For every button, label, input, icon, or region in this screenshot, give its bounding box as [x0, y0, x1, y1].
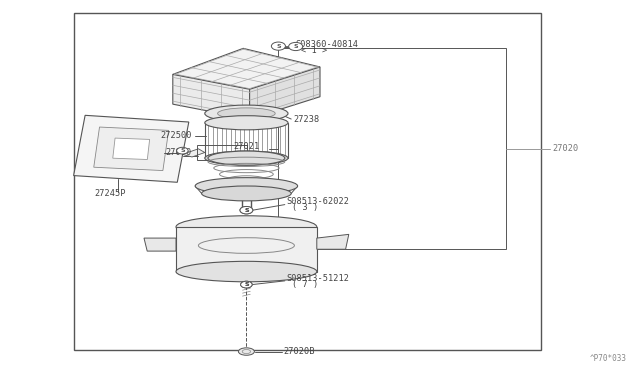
- Text: S: S: [244, 282, 249, 287]
- Text: 27070: 27070: [165, 148, 191, 157]
- Ellipse shape: [202, 186, 291, 201]
- Circle shape: [241, 281, 252, 288]
- Text: S: S: [244, 282, 249, 287]
- Ellipse shape: [176, 261, 317, 282]
- Polygon shape: [250, 67, 320, 119]
- Polygon shape: [93, 127, 169, 170]
- Ellipse shape: [205, 105, 288, 122]
- Polygon shape: [173, 48, 320, 89]
- Polygon shape: [144, 238, 176, 251]
- Ellipse shape: [218, 108, 275, 119]
- Text: ( 7 ): ( 7 ): [292, 280, 319, 289]
- Ellipse shape: [205, 151, 288, 165]
- Text: S: S: [276, 44, 281, 49]
- Text: ^P70*033: ^P70*033: [590, 354, 627, 363]
- Text: S08513-62022: S08513-62022: [286, 198, 349, 206]
- Text: S08513-51212: S08513-51212: [286, 274, 349, 283]
- Text: 27245P: 27245P: [95, 189, 126, 198]
- Ellipse shape: [205, 116, 288, 130]
- Text: 27021: 27021: [234, 142, 260, 151]
- Text: S08360-40814: S08360-40814: [296, 40, 358, 49]
- Text: 27020B: 27020B: [284, 347, 315, 356]
- Polygon shape: [74, 115, 189, 182]
- Text: S: S: [244, 208, 249, 213]
- Text: ( 3 ): ( 3 ): [292, 203, 319, 212]
- Ellipse shape: [195, 177, 298, 194]
- Ellipse shape: [208, 151, 285, 165]
- Circle shape: [271, 42, 285, 50]
- Circle shape: [177, 147, 188, 154]
- Ellipse shape: [176, 216, 317, 238]
- Text: 272500: 272500: [160, 131, 191, 140]
- Polygon shape: [182, 149, 205, 157]
- Polygon shape: [173, 74, 250, 119]
- Text: S: S: [244, 208, 249, 213]
- FancyBboxPatch shape: [176, 227, 317, 272]
- Circle shape: [241, 281, 252, 288]
- Text: < 1 >: < 1 >: [301, 46, 327, 55]
- Polygon shape: [317, 234, 349, 249]
- Text: 27238: 27238: [293, 115, 319, 124]
- Text: S: S: [293, 44, 298, 49]
- Ellipse shape: [238, 348, 255, 355]
- Text: 27020: 27020: [552, 144, 579, 153]
- Circle shape: [240, 206, 253, 214]
- Circle shape: [240, 206, 253, 214]
- Circle shape: [289, 42, 303, 51]
- Polygon shape: [113, 138, 150, 160]
- Text: S: S: [180, 148, 185, 153]
